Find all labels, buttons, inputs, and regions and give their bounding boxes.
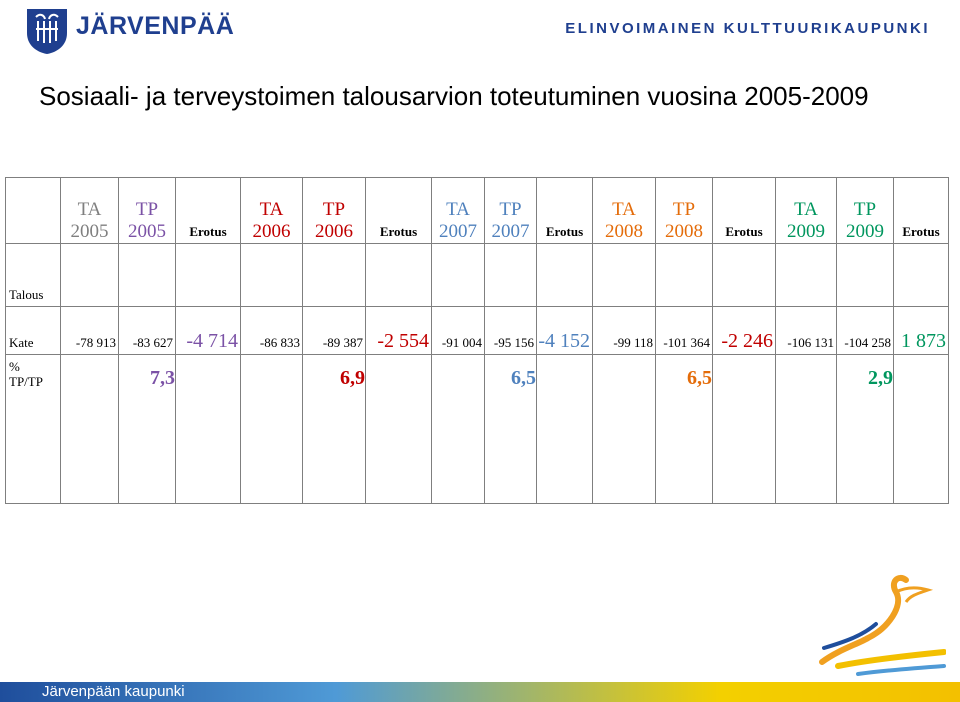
col-header: Erotus bbox=[536, 177, 593, 244]
row-label-talous: Talous bbox=[5, 243, 61, 307]
bird-logo-icon bbox=[819, 574, 946, 676]
col-header: TP 2006 bbox=[302, 177, 366, 244]
col-header: TP 2007 bbox=[484, 177, 537, 244]
col-header: TA 2008 bbox=[592, 177, 656, 244]
col-header: TA 2009 bbox=[775, 177, 837, 244]
budget-table: TA 2005 TP 2005 Erotus TA 2006 TP 2006 Erotu… bbox=[5, 177, 949, 504]
talous-row: Talous bbox=[5, 243, 949, 307]
footer-text: Järvenpään kaupunki bbox=[42, 683, 185, 700]
col-header: Erotus bbox=[175, 177, 241, 244]
table-cell: -106 131 bbox=[775, 306, 837, 355]
row-label-pct: % TP/TP bbox=[5, 354, 61, 504]
coat-of-arms-icon bbox=[27, 9, 67, 54]
table-cell: 1 873 bbox=[893, 306, 949, 355]
col-header: Erotus bbox=[893, 177, 949, 244]
table-cell: -95 156 bbox=[484, 306, 537, 355]
kate-row: Kate -78 913 -83 627 -4 714 -86 833 -89 … bbox=[5, 306, 949, 355]
table-cell: -2 554 bbox=[365, 306, 432, 355]
table-cell: -4 152 bbox=[536, 306, 593, 355]
table-cell: -78 913 bbox=[60, 306, 119, 355]
row-label-kate: Kate bbox=[5, 306, 61, 355]
col-header: Erotus bbox=[365, 177, 432, 244]
header-row: TA 2005 TP 2005 Erotus TA 2006 TP 2006 Erotu… bbox=[5, 177, 949, 244]
table-cell: -91 004 bbox=[431, 306, 485, 355]
col-header: Erotus bbox=[712, 177, 776, 244]
pct-cell: 2,9 bbox=[836, 354, 894, 504]
table-cell: -4 714 bbox=[175, 306, 241, 355]
pct-cell: 6,5 bbox=[484, 354, 537, 504]
pct-row: % TP/TP 7,3 6,9 6,5 6,5 2,9 bbox=[5, 354, 949, 504]
footer-band bbox=[0, 682, 960, 702]
table-cell: -99 118 bbox=[592, 306, 656, 355]
col-header: TA 2005 bbox=[60, 177, 119, 244]
table-cell: -2 246 bbox=[712, 306, 776, 355]
table-cell: -104 258 bbox=[836, 306, 894, 355]
corner-cell bbox=[5, 177, 61, 244]
pct-cell: 6,9 bbox=[302, 354, 366, 504]
col-header: TA 2007 bbox=[431, 177, 485, 244]
pct-cell: 7,3 bbox=[118, 354, 176, 504]
col-header: TP 2005 bbox=[118, 177, 176, 244]
col-header: TP 2008 bbox=[655, 177, 713, 244]
col-header: TA 2006 bbox=[240, 177, 303, 244]
brand-name: JÄRVENPÄÄ bbox=[76, 12, 235, 40]
table-cell: -86 833 bbox=[240, 306, 303, 355]
table-cell: -89 387 bbox=[302, 306, 366, 355]
page-title: Sosiaali- ja terveystoimen talousarvion … bbox=[39, 81, 869, 111]
pct-cell: 6,5 bbox=[655, 354, 713, 504]
table-cell: -101 364 bbox=[655, 306, 713, 355]
col-header: TP 2009 bbox=[836, 177, 894, 244]
table-cell: -83 627 bbox=[118, 306, 176, 355]
tagline: ELINVOIMAINEN KULTTUURIKAUPUNKI bbox=[565, 20, 930, 37]
